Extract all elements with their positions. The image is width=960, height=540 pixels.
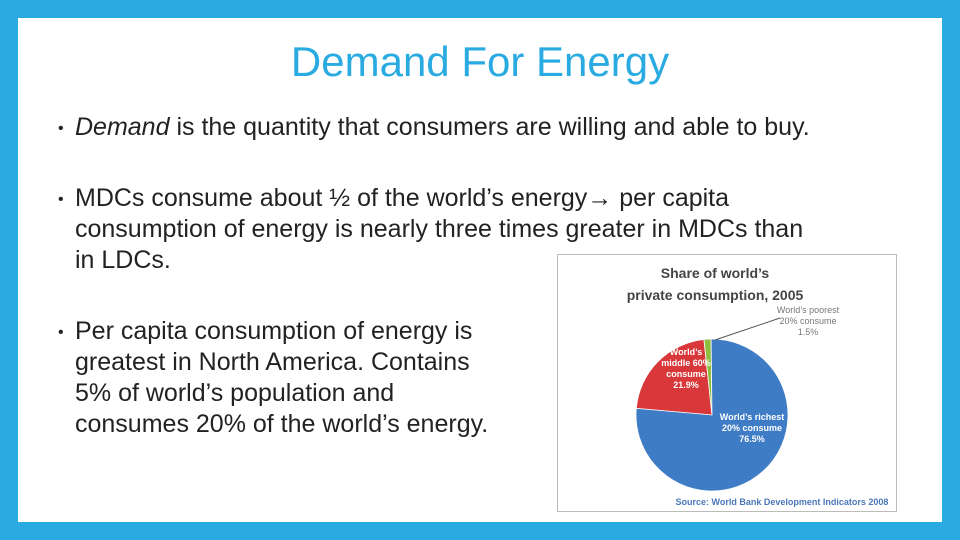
bullet-line: Per capita consumption of energy is (75, 316, 472, 347)
bullet-text: Per capita consumption of energy is (75, 317, 473, 345)
bullet-text: consumption of energy is nearly three ti… (75, 215, 804, 243)
leader-line (714, 317, 781, 341)
bullet-dot: • (58, 324, 64, 341)
bullet-line: Demand is the quantity that consumers ar… (75, 112, 810, 143)
bullet-text: greatest in North America. Contains (75, 348, 470, 376)
slice-label: World’s richest (720, 412, 785, 422)
slice-label: World’s poorest (777, 305, 840, 315)
slice-label: World’s (670, 347, 703, 357)
chart-title: Share of world’s (661, 265, 770, 281)
slice-label: middle 60% (661, 358, 711, 368)
bullet-line: greatest in North America. Contains (75, 347, 470, 378)
slide-title: Demand For Energy (290, 38, 670, 85)
bullet-dot: • (58, 191, 64, 208)
bullet-line: consumes 20% of the world’s energy. (75, 409, 488, 440)
bullet-line: 5% of world’s population and (75, 378, 394, 409)
bullet-text: consumes 20% of the world’s energy. (75, 410, 489, 438)
bullet-text: 5% of world’s population and (75, 379, 395, 407)
slice-label: 20% consume (722, 423, 782, 433)
bullet-text: is the quantity that consumers are willi… (169, 113, 810, 141)
bullet-text: in LDCs. (75, 246, 171, 274)
pie-slice (635, 338, 789, 492)
slice-label: consume (666, 369, 706, 379)
value-label: 21.9% (673, 380, 699, 390)
value-label: 76.5% (739, 434, 765, 444)
bullet-text: MDCs consume about ½ of the world’s ener… (75, 184, 730, 212)
bullet-line: MDCs consume about ½ of the world’s ener… (75, 183, 729, 214)
bullet-text: Demand (75, 113, 170, 141)
value-label: 1.5% (798, 327, 819, 337)
chart-title: private consumption, 2005 (627, 287, 804, 303)
chart-source: Source: World Bank Development Indicator… (676, 497, 889, 507)
bullet-dot: • (58, 120, 64, 137)
bullet-line: in LDCs. (75, 245, 171, 276)
bullet-line: consumption of energy is nearly three ti… (75, 214, 803, 245)
pie-slice (635, 338, 713, 416)
slice-label: 20% consume (779, 316, 836, 326)
